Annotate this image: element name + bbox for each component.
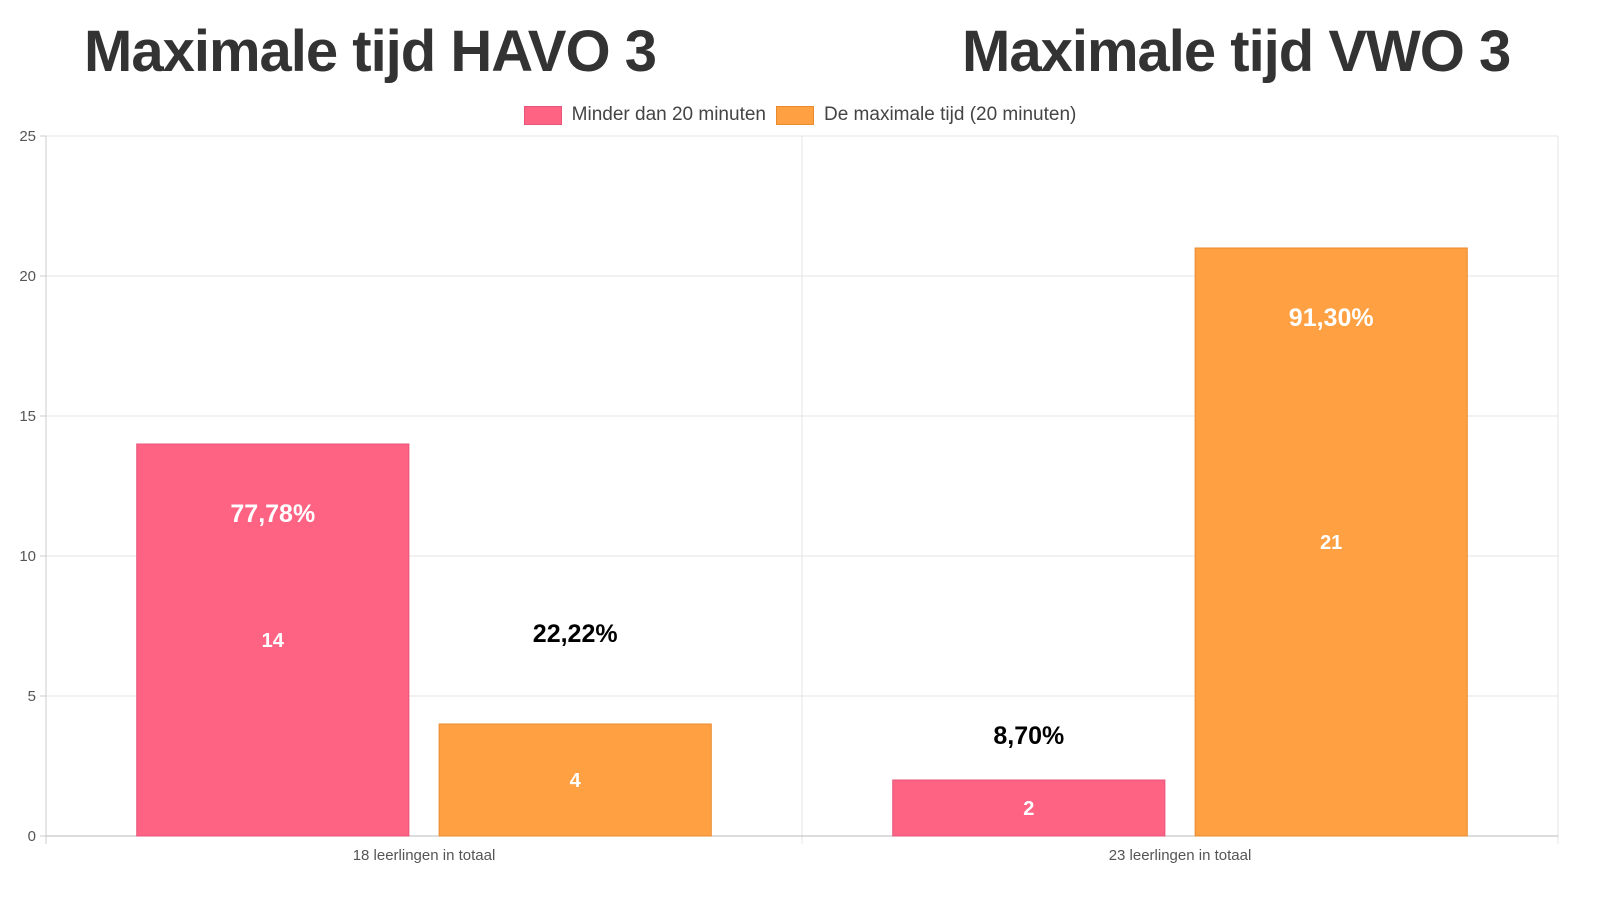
legend-swatch-maximale (775, 105, 814, 125)
y-tick-label: 10 (19, 548, 36, 565)
bar (1194, 247, 1468, 837)
legend: Minder dan 20 minuten De maximale tijd (… (0, 104, 1600, 126)
chart-title-havo: Maximale tijd HAVO 3 (84, 19, 657, 84)
y-tick-label: 15 (19, 408, 36, 425)
bar (892, 779, 1166, 837)
y-tick-label: 20 (19, 268, 36, 285)
bar-value-label: 2 (1023, 798, 1034, 820)
legend-label-maximale: De maximale tijd (20 minuten) (823, 104, 1077, 125)
bar-percent-label: 22,22% (533, 620, 618, 648)
x-tick-label: 23 leerlingen in totaal (1109, 847, 1252, 864)
bar-value-label: 21 (1320, 532, 1342, 554)
bar (438, 723, 712, 837)
legend-item-minder[interactable]: Minder dan 20 minuten (523, 104, 766, 126)
legend-label-minder: Minder dan 20 minuten (571, 104, 766, 125)
bar-value-label: 14 (262, 630, 285, 652)
y-tick-label: 0 (28, 828, 36, 845)
y-tick-label: 5 (28, 688, 36, 705)
bar-percent-label: 91,30% (1289, 304, 1374, 332)
chart-title-vwo: Maximale tijd VWO 3 (962, 19, 1511, 84)
x-tick-label: 18 leerlingen in totaal (353, 847, 496, 864)
bar-percent-label: 77,78% (230, 500, 315, 528)
bar-value-label: 4 (570, 770, 582, 792)
bar (136, 443, 410, 837)
bar-percent-label: 8,70% (993, 722, 1064, 750)
y-tick-label: 25 (19, 128, 36, 145)
legend-swatch-minder (523, 105, 562, 125)
legend-item-maximale[interactable]: De maximale tijd (20 minuten) (775, 104, 1077, 126)
